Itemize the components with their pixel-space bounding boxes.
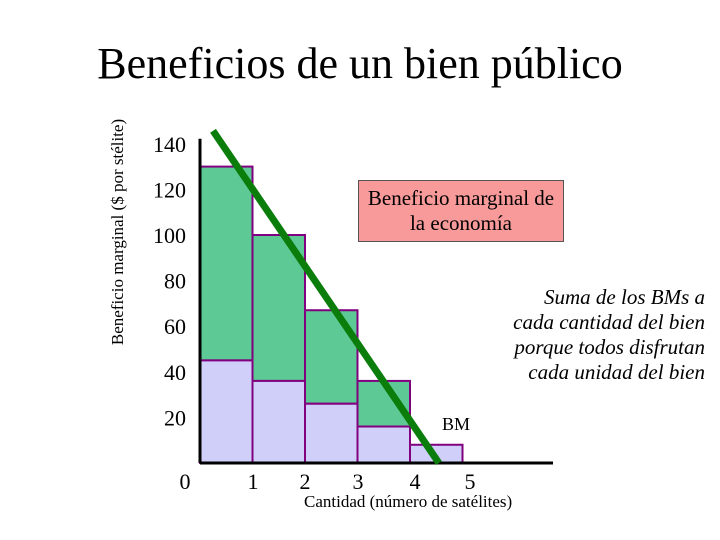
bm-label: BM [442, 414, 471, 434]
y-tick-120: 120 [153, 177, 186, 202]
individual-bar-2 [251, 379, 306, 465]
social-marginal-benefit-line [210, 128, 442, 465]
x-tick-3: 3 [353, 469, 364, 494]
social-bar-1 [199, 165, 254, 362]
line-layer [210, 128, 442, 465]
y-tick-60: 60 [164, 314, 186, 339]
x-tick-0: 0 [180, 469, 191, 494]
sum-note: Suma de los BMs a cada cantidad del bien… [513, 285, 705, 384]
x-tick-2: 2 [300, 469, 311, 494]
y-tick-40: 40 [164, 360, 186, 385]
individual-bar-1 [199, 359, 254, 464]
chart-title: Beneficios de un bien público [97, 39, 623, 88]
individual-bar-3 [304, 402, 359, 464]
y-tick-20: 20 [164, 405, 186, 430]
axes-layer [198, 138, 553, 465]
y-tick-100: 100 [153, 223, 186, 248]
individual-bar-4 [356, 425, 411, 464]
x-tick-1: 1 [248, 469, 259, 494]
economy-marginal-benefit-callout: Beneficio marginal de la economía [358, 180, 564, 242]
x-tick-4: 4 [410, 469, 421, 494]
x-axis-label: Cantidad (número de satélites) [304, 492, 513, 511]
y-tick-80: 80 [164, 269, 186, 294]
social-bar-3 [304, 309, 359, 405]
x-tick-5: 5 [465, 469, 476, 494]
ticks-layer: 20 40 60 80 100 120 140 0 1 2 3 4 5 [153, 132, 476, 494]
y-tick-140: 140 [153, 132, 186, 157]
